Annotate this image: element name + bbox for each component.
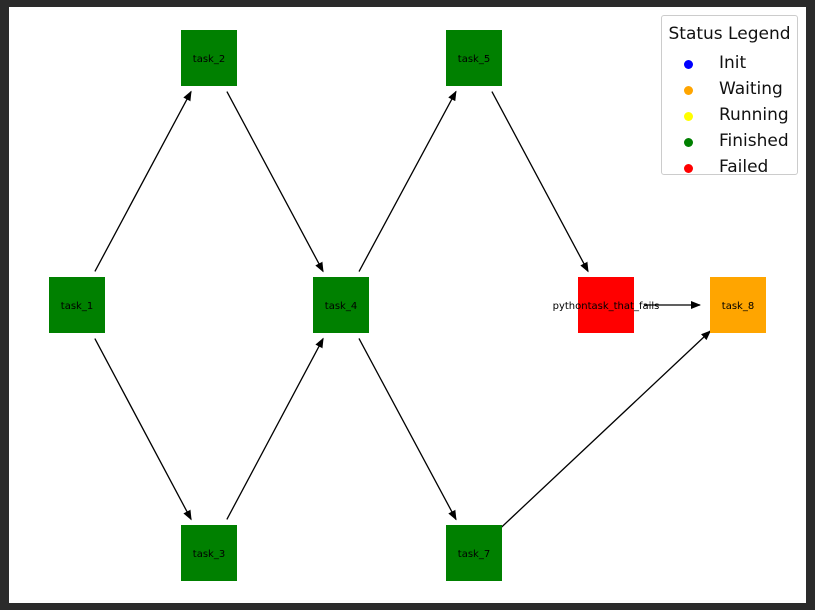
- node-box: [446, 30, 502, 86]
- waiting-dot-icon: [684, 86, 693, 95]
- legend-item-label: Waiting: [719, 79, 783, 99]
- node-task_1: task_1: [49, 277, 105, 333]
- node-label: task_7: [458, 549, 490, 560]
- node-box: [446, 525, 502, 581]
- legend-title: Status Legend: [668, 24, 791, 44]
- node-label: task_3: [193, 549, 225, 560]
- node-label: task_8: [722, 301, 754, 312]
- edge-task_5-to-pythontask_that_fails: [491, 91, 589, 273]
- legend-item-label: Running: [719, 105, 789, 125]
- edge-task_2-to-task_4: [226, 91, 324, 273]
- edge-task_7-to-task_8: [501, 330, 712, 528]
- node-box: [578, 277, 634, 333]
- failed-dot-icon: [684, 164, 693, 173]
- edge-task_4-to-task_7: [358, 338, 457, 521]
- node-box: [181, 30, 237, 86]
- node-box: [313, 277, 369, 333]
- node-task_2: task_2: [181, 30, 237, 86]
- node-box: [710, 277, 766, 333]
- node-label: task_1: [61, 301, 93, 312]
- node-task_5: task_5: [446, 30, 502, 86]
- node-task_8: task_8: [710, 277, 766, 333]
- edge-task_1-to-task_3: [94, 338, 192, 521]
- task-graph: task_1 task_2 task_3 task_4 task_5 task_7 pyth…: [49, 30, 766, 581]
- node-task_4: task_4: [313, 277, 369, 333]
- status-legend: Status Legend Init Waiting Running Finis…: [661, 15, 798, 177]
- node-pythontask_that_fails: pythontask_that_fails: [553, 277, 660, 333]
- node-label: task_2: [193, 54, 225, 65]
- nodes-layer: task_1 task_2 task_3 task_4 task_5 task_7 pyth…: [49, 30, 766, 581]
- legend-item-label: Failed: [719, 157, 769, 177]
- init-dot-icon: [684, 60, 693, 69]
- node-task_7: task_7: [446, 525, 502, 581]
- node-label: task_5: [458, 54, 490, 65]
- edge-task_4-to-task_5: [358, 90, 457, 272]
- node-label: task_4: [325, 301, 357, 312]
- node-box: [181, 525, 237, 581]
- running-dot-icon: [684, 112, 693, 121]
- diagram-canvas: task_1 task_2 task_3 task_4 task_5 task_7 pyth…: [9, 7, 806, 603]
- edges-layer: [94, 90, 712, 528]
- node-box: [49, 277, 105, 333]
- legend-item-label: Init: [719, 53, 747, 73]
- edge-task_3-to-task_4: [226, 337, 324, 520]
- finished-dot-icon: [684, 138, 693, 147]
- node-label: pythontask_that_fails: [553, 301, 660, 312]
- edge-task_1-to-task_2: [94, 90, 192, 272]
- legend-item-label: Finished: [719, 131, 789, 151]
- node-task_3: task_3: [181, 525, 237, 581]
